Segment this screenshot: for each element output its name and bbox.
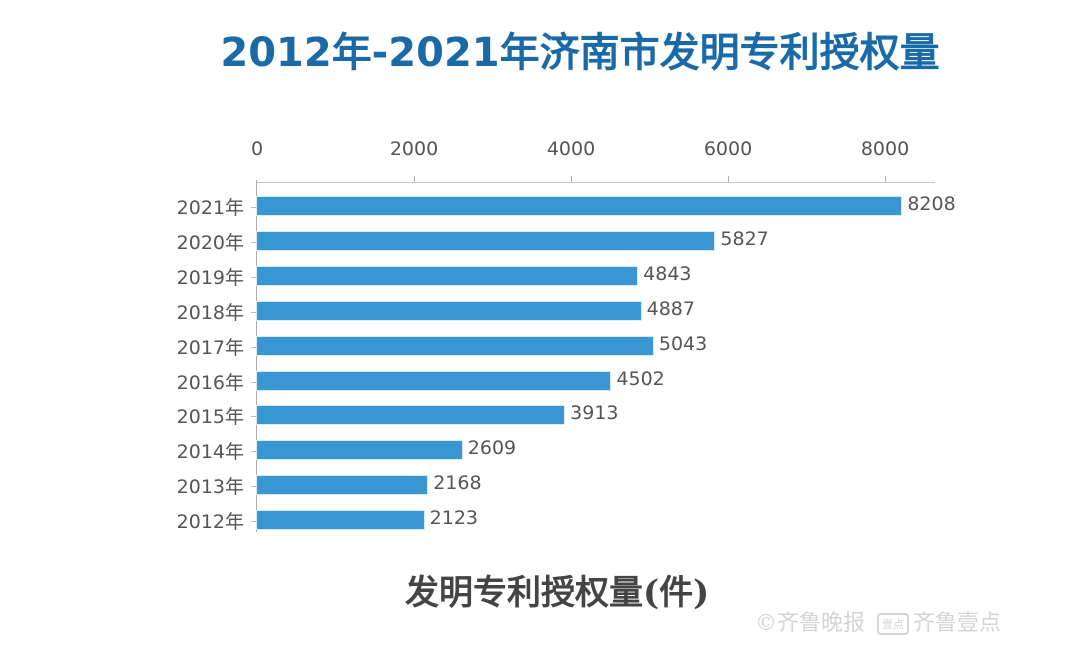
x-tick-mark: [885, 176, 886, 182]
category-label: 2012年: [176, 511, 244, 534]
category-label: 2016年: [176, 371, 244, 394]
bar: [257, 336, 653, 355]
bar: [257, 441, 462, 460]
bar-row: 2020年 5827: [0, 225, 1080, 260]
value-label: 4887: [646, 297, 695, 320]
value-label: 3913: [570, 402, 619, 425]
watermark: ©齐鲁晚报 壹点 齐鲁壹点: [755, 605, 1001, 637]
bar: [257, 371, 611, 390]
category-label: 2019年: [176, 266, 244, 289]
bar-row: 2019年 4843: [0, 260, 1080, 295]
value-label: 8208: [907, 193, 956, 215]
y-tick-mark: [251, 276, 256, 278]
bar-row: 2014年 2609: [0, 434, 1080, 469]
watermark-brand-2: 齐鲁壹点: [913, 611, 1002, 636]
bar-row: 2015年 3913: [0, 399, 1080, 434]
y-tick-mark: [251, 521, 256, 523]
y-tick-mark: [251, 311, 256, 313]
bar: [257, 231, 715, 250]
x-tick-label: 0: [250, 138, 264, 160]
watermark-brand-1: 齐鲁晚报: [777, 611, 866, 636]
category-label: 2015年: [176, 406, 244, 429]
category-label: 2013年: [176, 476, 244, 499]
bar-row: 2021年 8208: [0, 190, 1080, 225]
category-label: 2021年: [176, 197, 244, 219]
x-tick-mark: [728, 176, 729, 182]
category-label: 2018年: [176, 301, 244, 324]
copyright-icon: ©: [755, 611, 777, 636]
y-axis-line: [256, 180, 257, 532]
x-tick-label: 2000: [389, 138, 439, 160]
y-tick-mark: [251, 416, 256, 418]
y-tick-mark: [251, 486, 256, 488]
axis-title: 发明专利授权量(件): [405, 573, 710, 613]
bar: [257, 266, 638, 285]
value-label: 5043: [658, 332, 708, 355]
y-tick-mark: [251, 451, 256, 453]
bar-row: 2012年 2123: [0, 504, 1080, 539]
watermark-badge-icon: 壹点: [877, 613, 910, 635]
bar-row: 2018年 4887: [0, 295, 1080, 330]
x-tick-mark: [414, 176, 415, 182]
y-tick-mark: [251, 207, 256, 208]
bar: [257, 301, 641, 320]
bar: [257, 197, 902, 215]
chart-title: 2012年-2021年济南市发明专利授权量: [220, 30, 940, 76]
value-label: 4502: [616, 367, 665, 390]
bar: [257, 476, 428, 495]
bar-row: 2017年 5043: [0, 330, 1080, 365]
bar-row: 2013年 2168: [0, 469, 1080, 504]
bar: [257, 406, 565, 425]
value-label: 2168: [433, 472, 482, 495]
y-tick-mark: [251, 381, 256, 383]
category-label: 2014年: [176, 441, 244, 464]
value-label: 5827: [720, 227, 769, 250]
y-tick-mark: [251, 241, 256, 243]
x-tick-label: 8000: [860, 138, 910, 160]
x-tick-label: 6000: [703, 138, 753, 160]
value-label: 4843: [643, 262, 692, 285]
x-tick-mark: [571, 176, 572, 182]
bar: [257, 511, 424, 530]
x-tick-label: 4000: [546, 138, 596, 160]
x-axis-line: [257, 182, 935, 183]
category-label: 2020年: [176, 231, 244, 254]
bar-row: 2016年 4502: [0, 365, 1080, 400]
value-label: 2123: [429, 507, 478, 530]
category-label: 2017年: [176, 336, 244, 359]
y-tick-mark: [251, 346, 256, 348]
value-label: 2609: [467, 437, 517, 460]
